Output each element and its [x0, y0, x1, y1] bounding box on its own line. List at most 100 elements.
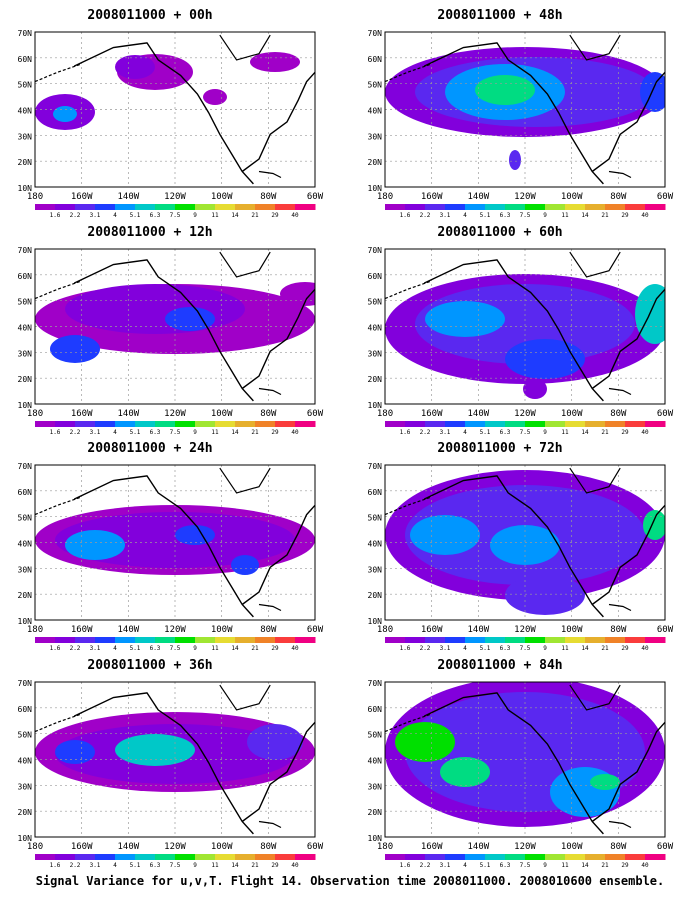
colorbar-swatch	[405, 854, 426, 860]
lat-label: 60N	[18, 705, 33, 714]
colorbar-swatch	[585, 421, 606, 427]
colorbar-swatch	[545, 854, 566, 860]
colorbar-swatch	[135, 204, 156, 210]
colorbar-swatch	[55, 204, 76, 210]
colorbar-swatch	[445, 637, 466, 643]
colorbar-swatch	[525, 637, 546, 643]
colorbar-swatch	[255, 204, 276, 210]
coastline-north	[219, 34, 271, 61]
lon-label: 140W	[467, 625, 489, 635]
colorbar-label: 5.1	[480, 212, 491, 219]
variance-contour	[509, 150, 521, 170]
colorbar-label: 11	[211, 645, 219, 652]
colorbar-swatch	[35, 204, 56, 210]
colorbar-swatch	[75, 421, 96, 427]
lon-label: 180	[377, 409, 393, 419]
lon-label: 100W	[211, 409, 233, 419]
lat-label: 20N	[18, 808, 33, 817]
map-panel: 2008011000 + 12h 70N 60N 50N 40N 30N 20N 10N 18…	[5, 225, 325, 436]
coastline-west	[423, 692, 604, 835]
colorbar-swatch	[425, 421, 446, 427]
lat-label: 60N	[18, 55, 33, 64]
colorbar-swatch	[445, 854, 466, 860]
lat-label: 50N	[18, 731, 33, 740]
lat-label: 10N	[18, 617, 33, 626]
coastline-aleutians	[384, 496, 430, 516]
colorbar-label: 9	[543, 429, 547, 436]
colorbar-swatch	[275, 637, 296, 643]
lat-label: 30N	[368, 349, 383, 358]
colorbar-swatch	[505, 421, 526, 427]
colorbar-label: 14	[231, 429, 239, 436]
lat-label: 30N	[18, 132, 33, 141]
colorbar-swatch	[135, 421, 156, 427]
variance-contour	[425, 301, 505, 337]
colorbar-swatch	[645, 637, 666, 643]
colorbar-label: 29	[621, 429, 629, 436]
map-frame	[34, 681, 316, 838]
colorbar-swatch	[605, 854, 626, 860]
colorbar-label: 11	[561, 862, 569, 869]
grid-lines	[385, 32, 665, 187]
colorbar-label: 14	[231, 212, 239, 219]
lat-label: 50N	[18, 514, 33, 523]
lat-label: 70N	[18, 679, 33, 688]
colorbar-swatch	[385, 421, 406, 427]
coastline-west	[73, 42, 254, 185]
lon-label: 180	[377, 625, 393, 635]
map-frame	[384, 248, 666, 405]
lat-label: 50N	[18, 81, 33, 90]
lat-label: 40N	[368, 107, 383, 116]
colorbar-label: 40	[291, 212, 299, 219]
colorbar-swatch	[95, 637, 116, 643]
lon-label: 60W	[657, 625, 674, 635]
coastline-west	[73, 259, 254, 402]
colorbar-label: 6.3	[500, 645, 511, 652]
lat-label: 30N	[368, 565, 383, 574]
colorbar-swatch	[405, 637, 426, 643]
colorbar-label: 4	[113, 645, 117, 652]
lat-label: 60N	[368, 55, 383, 64]
lon-label: 60W	[657, 192, 674, 202]
colorbar-swatch	[505, 204, 526, 210]
colorbar-label: 6.3	[150, 212, 161, 219]
colorbar-swatch	[155, 204, 176, 210]
lon-label: 80W	[610, 842, 627, 852]
colorbar-swatch	[425, 204, 446, 210]
lon-label: 160W	[71, 625, 93, 635]
colorbar-swatch	[215, 637, 236, 643]
lon-label: 60W	[307, 409, 324, 419]
colorbar-swatch	[195, 204, 216, 210]
coastline-west	[423, 475, 604, 618]
coastline-east	[591, 504, 666, 606]
figure-caption: Signal Variance for u,v,T. Flight 14. Ob…	[35, 874, 665, 888]
colorbar-swatch	[155, 421, 176, 427]
colorbar-swatch	[195, 421, 216, 427]
lon-label: 120W	[514, 625, 536, 635]
lon-label: 100W	[561, 625, 583, 635]
colorbar-swatch	[505, 854, 526, 860]
lat-label: 40N	[368, 324, 383, 333]
colorbar-label: 29	[621, 212, 629, 219]
colorbar-swatch	[55, 637, 76, 643]
colorbar-label: 2.2	[70, 429, 81, 436]
lat-label: 50N	[18, 298, 33, 307]
colorbar-label: 11	[561, 645, 569, 652]
lon-label: 80W	[260, 192, 277, 202]
lon-label: 100W	[561, 409, 583, 419]
grid-lines	[35, 32, 315, 187]
colorbar-swatch	[485, 421, 506, 427]
colorbar-label: 2.2	[70, 212, 81, 219]
colorbar-swatch	[215, 854, 236, 860]
variance-contour	[440, 757, 490, 787]
colorbar-swatch	[195, 637, 216, 643]
colorbar-label: 9	[193, 862, 197, 869]
colorbar-swatch	[115, 421, 136, 427]
lon-label: 180	[27, 625, 43, 635]
colorbar-label: 11	[561, 429, 569, 436]
map-panel: 2008011000 + 72h 70N 60N 50N 40N 30N 20N 10N 18…	[355, 441, 675, 652]
colorbar-label: 40	[291, 645, 299, 652]
variance-contour	[250, 52, 300, 72]
colorbar-label: 3.1	[90, 212, 101, 219]
colorbar-label: 1.6	[400, 862, 411, 869]
